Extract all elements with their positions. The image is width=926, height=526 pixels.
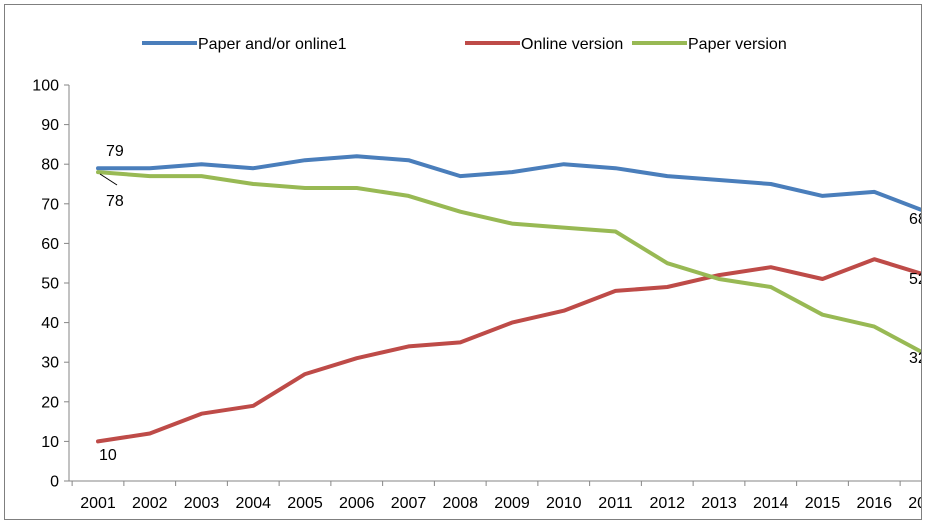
legend-label: Paper and/or online1	[198, 36, 347, 53]
line-chart: Paper and/or online1 Online version Paper …	[32, 36, 922, 512]
x-tick-label: 2012	[649, 495, 685, 512]
data-label: 68	[909, 211, 922, 228]
x-tick-label: 2013	[701, 495, 737, 512]
chart-frame: Paper and/or online1 Online version Paper …	[4, 4, 922, 520]
y-tick-label: 100	[32, 78, 59, 95]
data-label: 52	[909, 271, 922, 288]
legend-label: Online version	[521, 36, 623, 53]
data-label-leader-line	[99, 173, 118, 186]
series-line	[96, 257, 921, 444]
data-labels: 79 78 10 68 52 32	[99, 143, 922, 464]
x-tick-label: 2015	[805, 495, 841, 512]
data-label: 78	[106, 193, 124, 210]
y-tick-label: 60	[41, 236, 59, 253]
y-tick-label: 50	[41, 276, 59, 293]
x-tick-label: 2014	[753, 495, 789, 512]
y-tick-label: 10	[41, 434, 59, 451]
y-tick-label: 0	[50, 474, 59, 491]
y-tick-label: 80	[41, 157, 59, 174]
data-label: 10	[99, 447, 117, 464]
x-tick-label: 2006	[339, 495, 375, 512]
x-tick-label: 2016	[856, 495, 892, 512]
x-tick-label: 2017	[908, 495, 922, 512]
series-lines	[96, 154, 921, 444]
data-label: 32	[909, 350, 922, 367]
x-tick-label: 2007	[391, 495, 427, 512]
x-tick-label: 2005	[287, 495, 323, 512]
axes: 0 10 20 30 40 50 60 70 80 90 100 2001 2002 2003 2004 20…	[32, 78, 922, 512]
x-tick-label: 2009	[494, 495, 530, 512]
series-line	[96, 170, 921, 354]
x-tick-label: 2011	[598, 495, 633, 512]
y-tick-label: 20	[41, 394, 59, 411]
x-tick-label: 2010	[546, 495, 582, 512]
x-tick-label: 2003	[184, 495, 220, 512]
legend-label: Paper version	[688, 36, 787, 53]
x-tick-label: 2008	[442, 495, 478, 512]
y-tick-label: 90	[41, 117, 59, 134]
x-tick-label: 2001	[80, 495, 116, 512]
y-tick-label: 70	[41, 196, 59, 213]
legend: Paper and/or online1 Online version Paper …	[142, 36, 787, 53]
data-label: 79	[106, 143, 124, 160]
series-line	[96, 154, 921, 212]
x-tick-label: 2004	[235, 495, 271, 512]
y-tick-label: 30	[41, 355, 59, 372]
x-tick-label: 2002	[132, 495, 168, 512]
y-tick-label: 40	[41, 315, 59, 332]
